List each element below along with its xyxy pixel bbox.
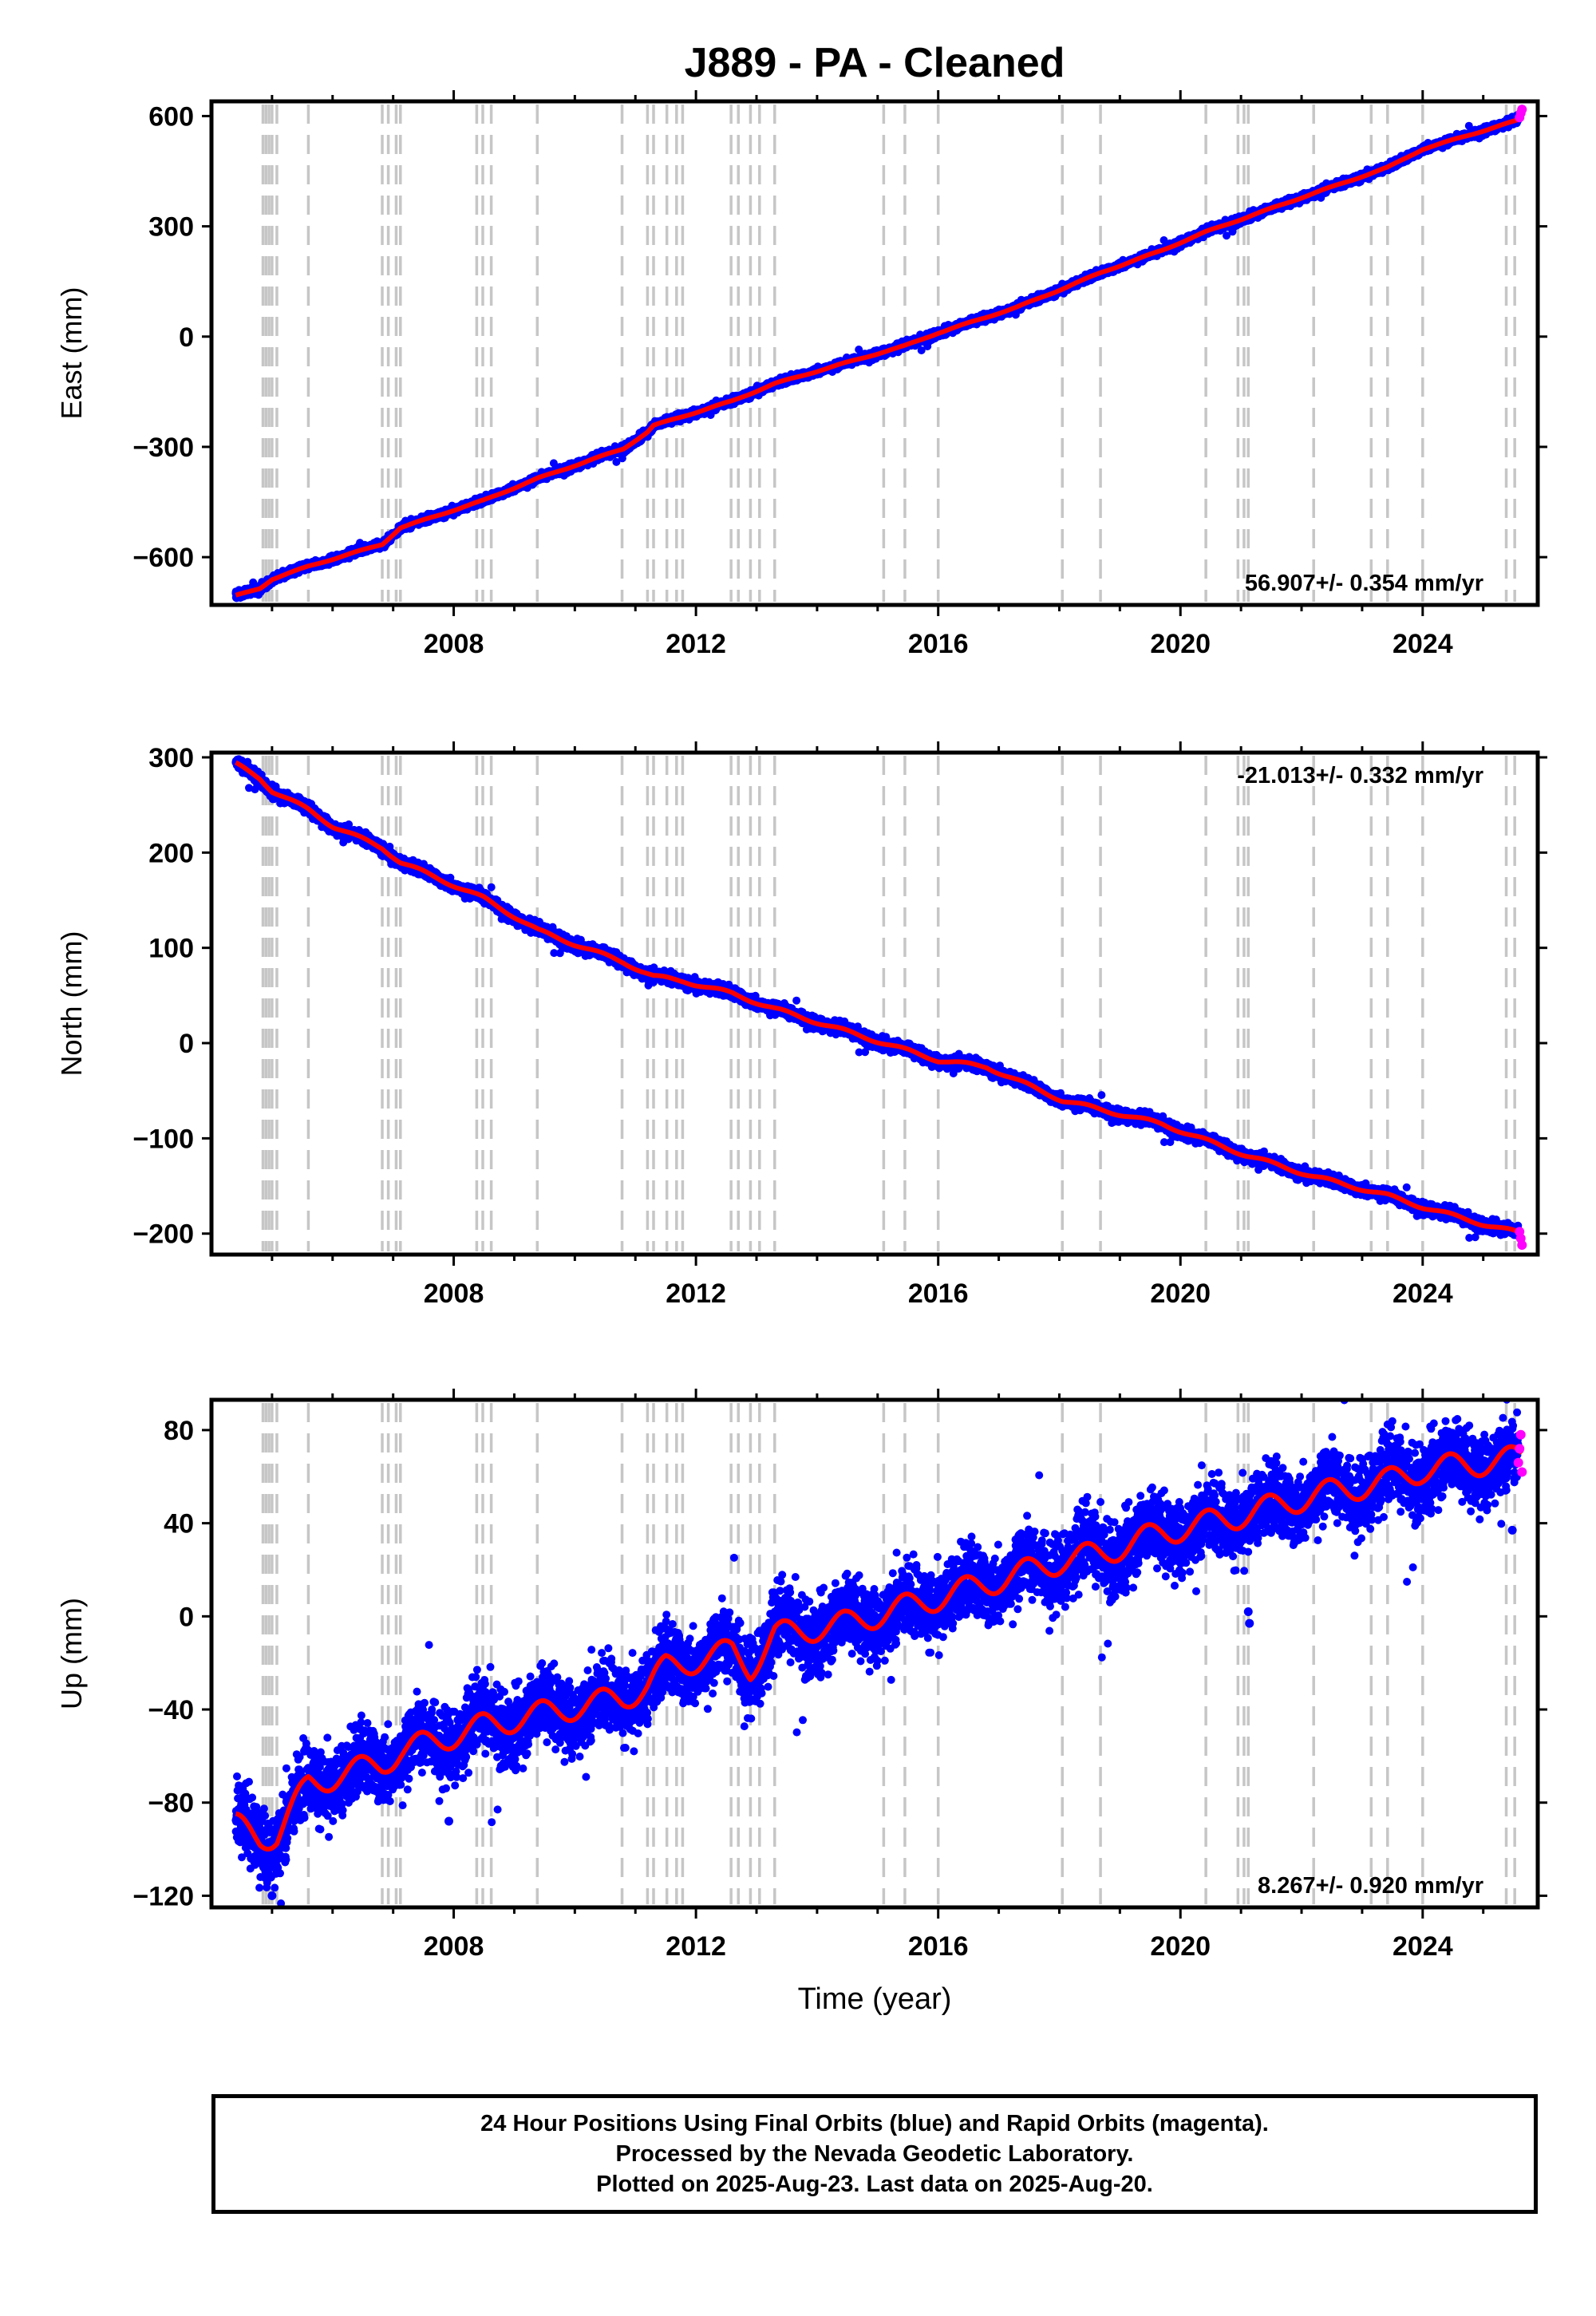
chart-title: J889 - PA - Cleaned [685, 40, 1065, 86]
equipment-change-lines [261, 105, 1516, 602]
